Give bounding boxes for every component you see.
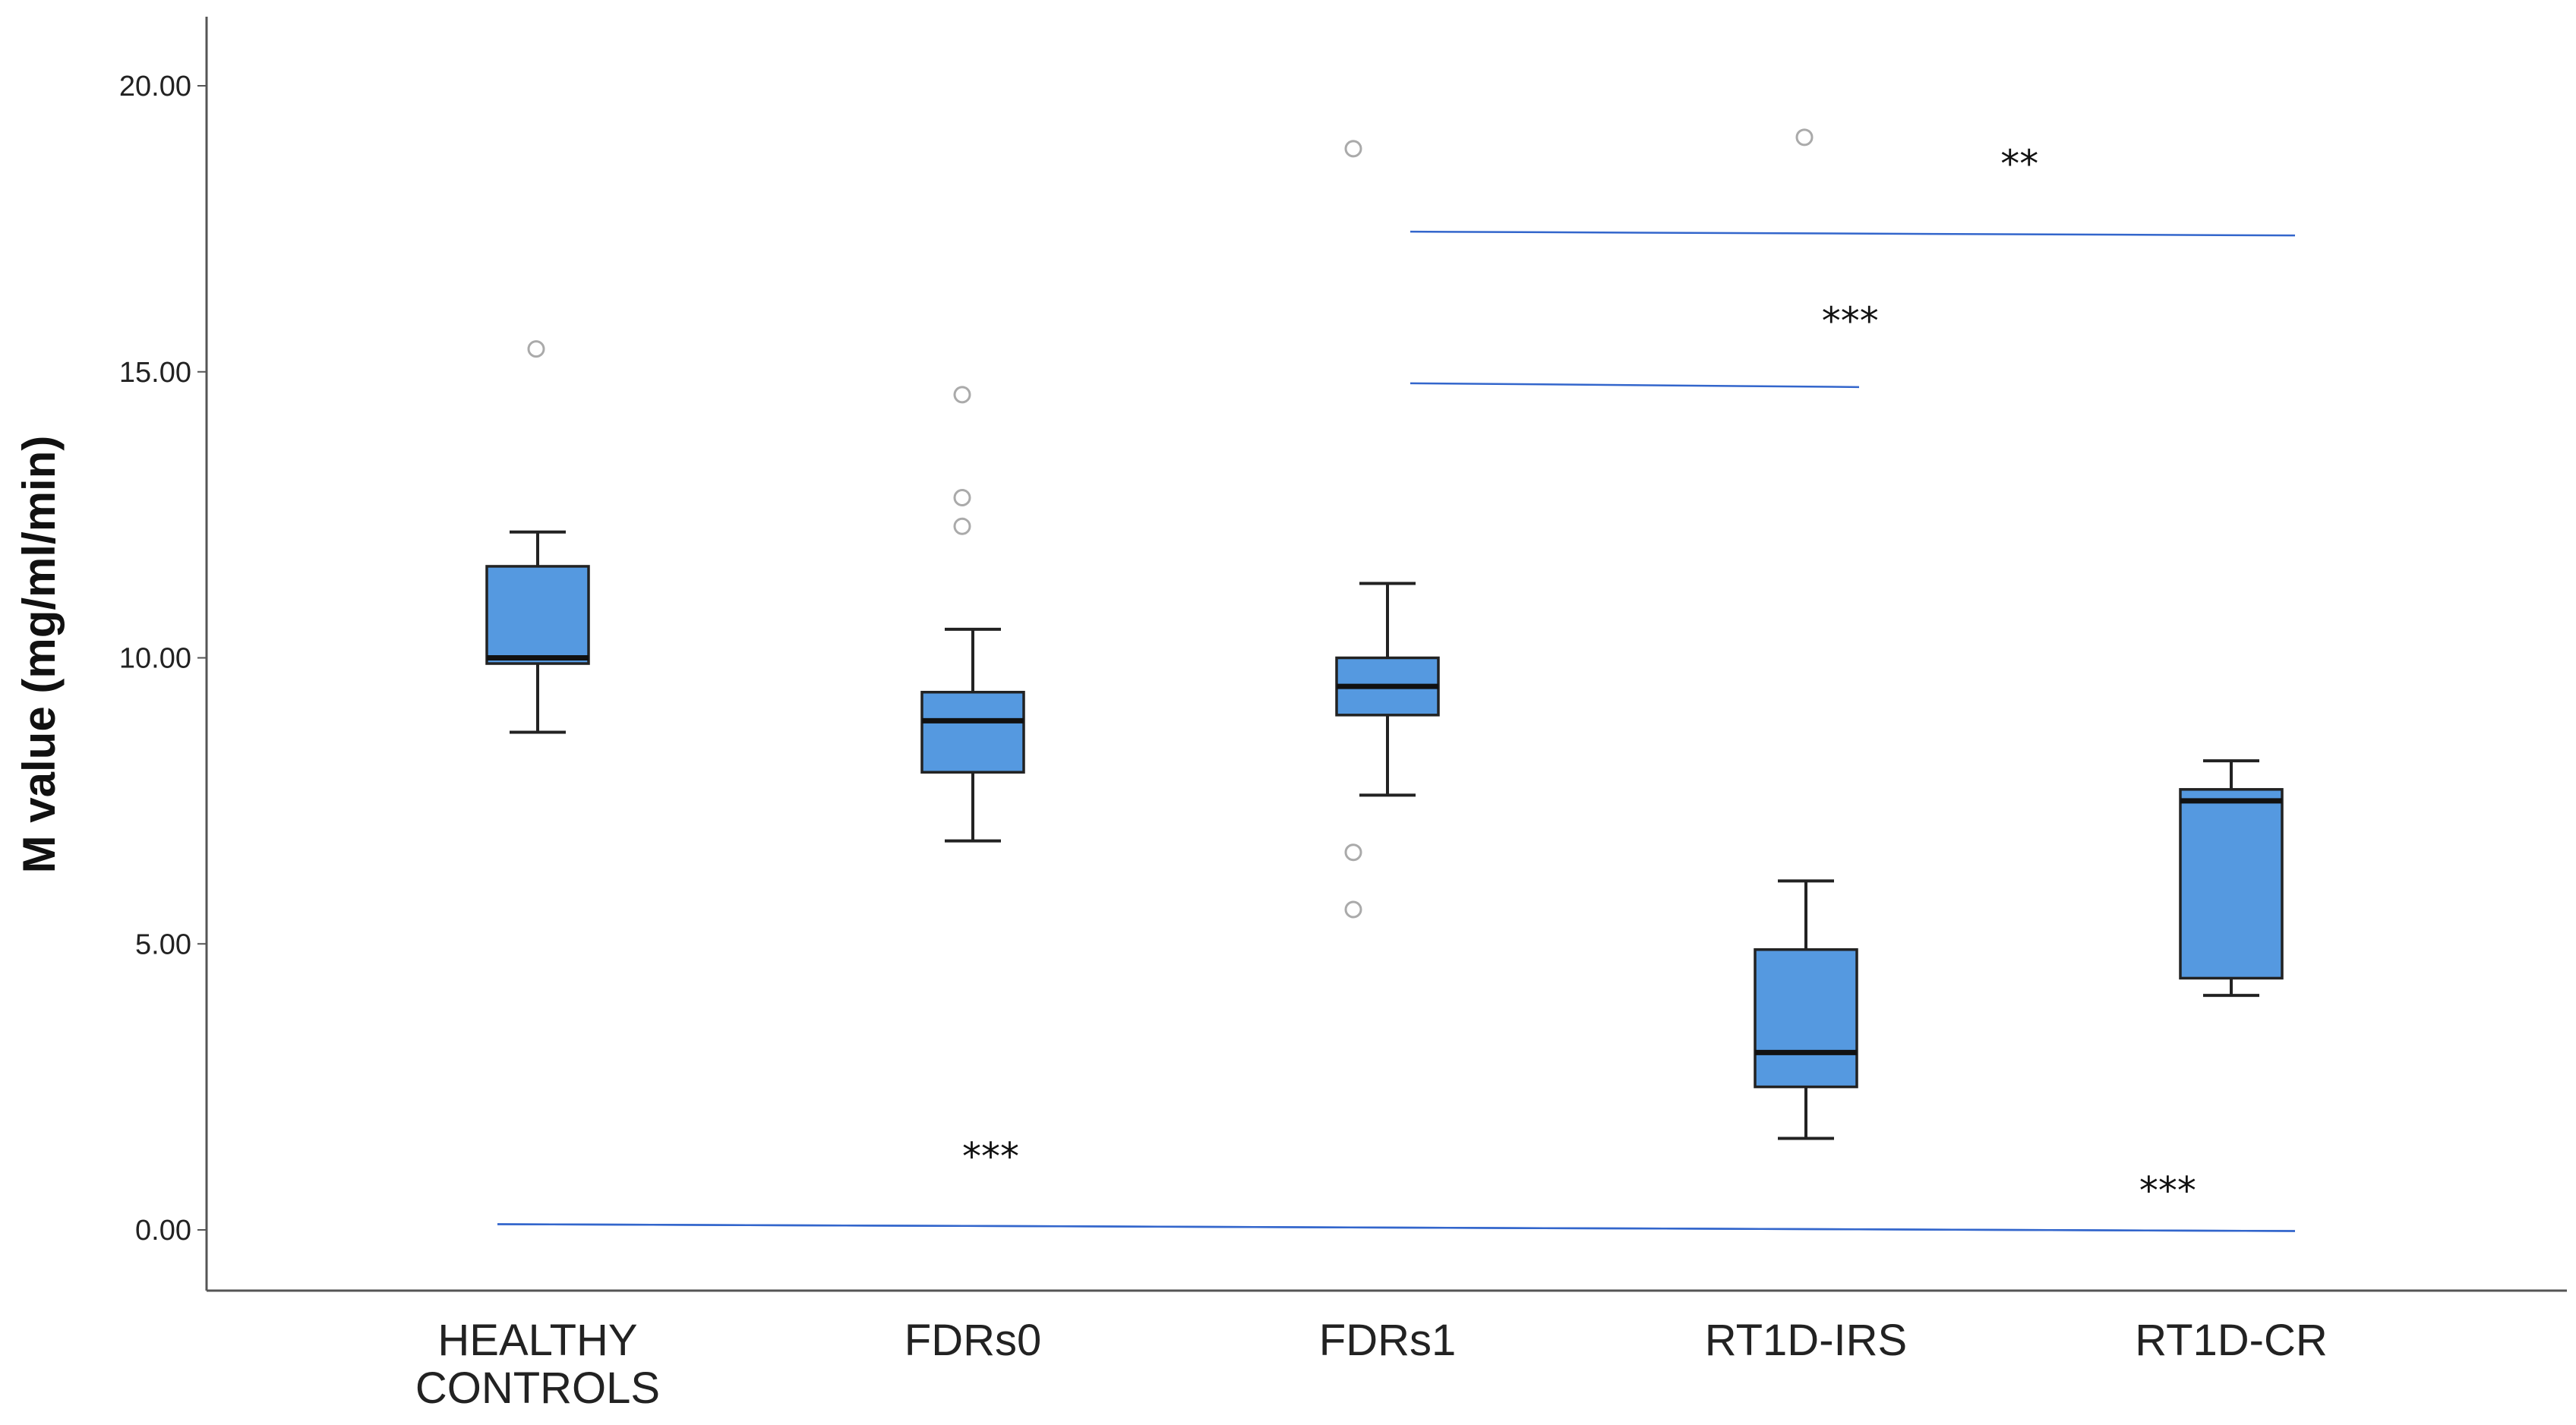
significance-label: ** — [2000, 142, 2038, 186]
y-axis-ticks: 0.00 5.00 10.00 15.00 20.00 — [119, 71, 207, 1247]
x-category-label: HEALTHY — [437, 1316, 637, 1365]
box-group — [2179, 759, 2284, 998]
y-axis-label: M value (mg/ml/min) — [14, 436, 65, 874]
outlier-point — [1344, 843, 1362, 862]
y-tick-label: 5.00 — [135, 928, 191, 960]
outlier-point — [1344, 900, 1362, 919]
x-category-label: FDRs0 — [904, 1316, 1041, 1365]
significance-line — [497, 1223, 2296, 1232]
box-iqr — [2179, 788, 2284, 980]
outlier-point — [953, 386, 971, 404]
x-category-label: RT1D-IRS — [1705, 1316, 1907, 1365]
significance-label: *** — [962, 1134, 1019, 1178]
outlier-point — [953, 517, 971, 535]
x-category-label: FDRs1 — [1319, 1316, 1456, 1365]
y-tick-label: 15.00 — [119, 357, 191, 389]
box-iqr — [485, 565, 590, 665]
x-category-label: CONTROLS — [415, 1364, 660, 1413]
axes — [205, 17, 2567, 1292]
y-tick-label: 10.00 — [119, 643, 191, 675]
box-group — [920, 386, 1025, 843]
outlier-point — [1344, 140, 1362, 158]
significance-label: *** — [2139, 1168, 2196, 1212]
box-iqr — [920, 690, 1025, 774]
boxes — [485, 128, 2284, 1140]
significance-label: *** — [1822, 299, 1879, 343]
significance-line — [1410, 230, 2296, 237]
y-tick-label: 20.00 — [119, 71, 191, 102]
outlier-point — [1795, 128, 1814, 147]
outlier-point — [527, 340, 545, 358]
y-axis-label-group: M value (mg/ml/min) — [14, 436, 65, 874]
box-group — [485, 340, 590, 734]
x-category-label: RT1D-CR — [2135, 1316, 2328, 1365]
box-group — [1335, 140, 1440, 919]
outlier-point — [953, 489, 971, 507]
significance-line — [1410, 382, 1860, 389]
box-iqr — [1754, 948, 1858, 1089]
significance-annotations: *********** — [497, 142, 2296, 1232]
box-group — [1754, 128, 1858, 1140]
y-tick-label: 0.00 — [135, 1215, 191, 1247]
